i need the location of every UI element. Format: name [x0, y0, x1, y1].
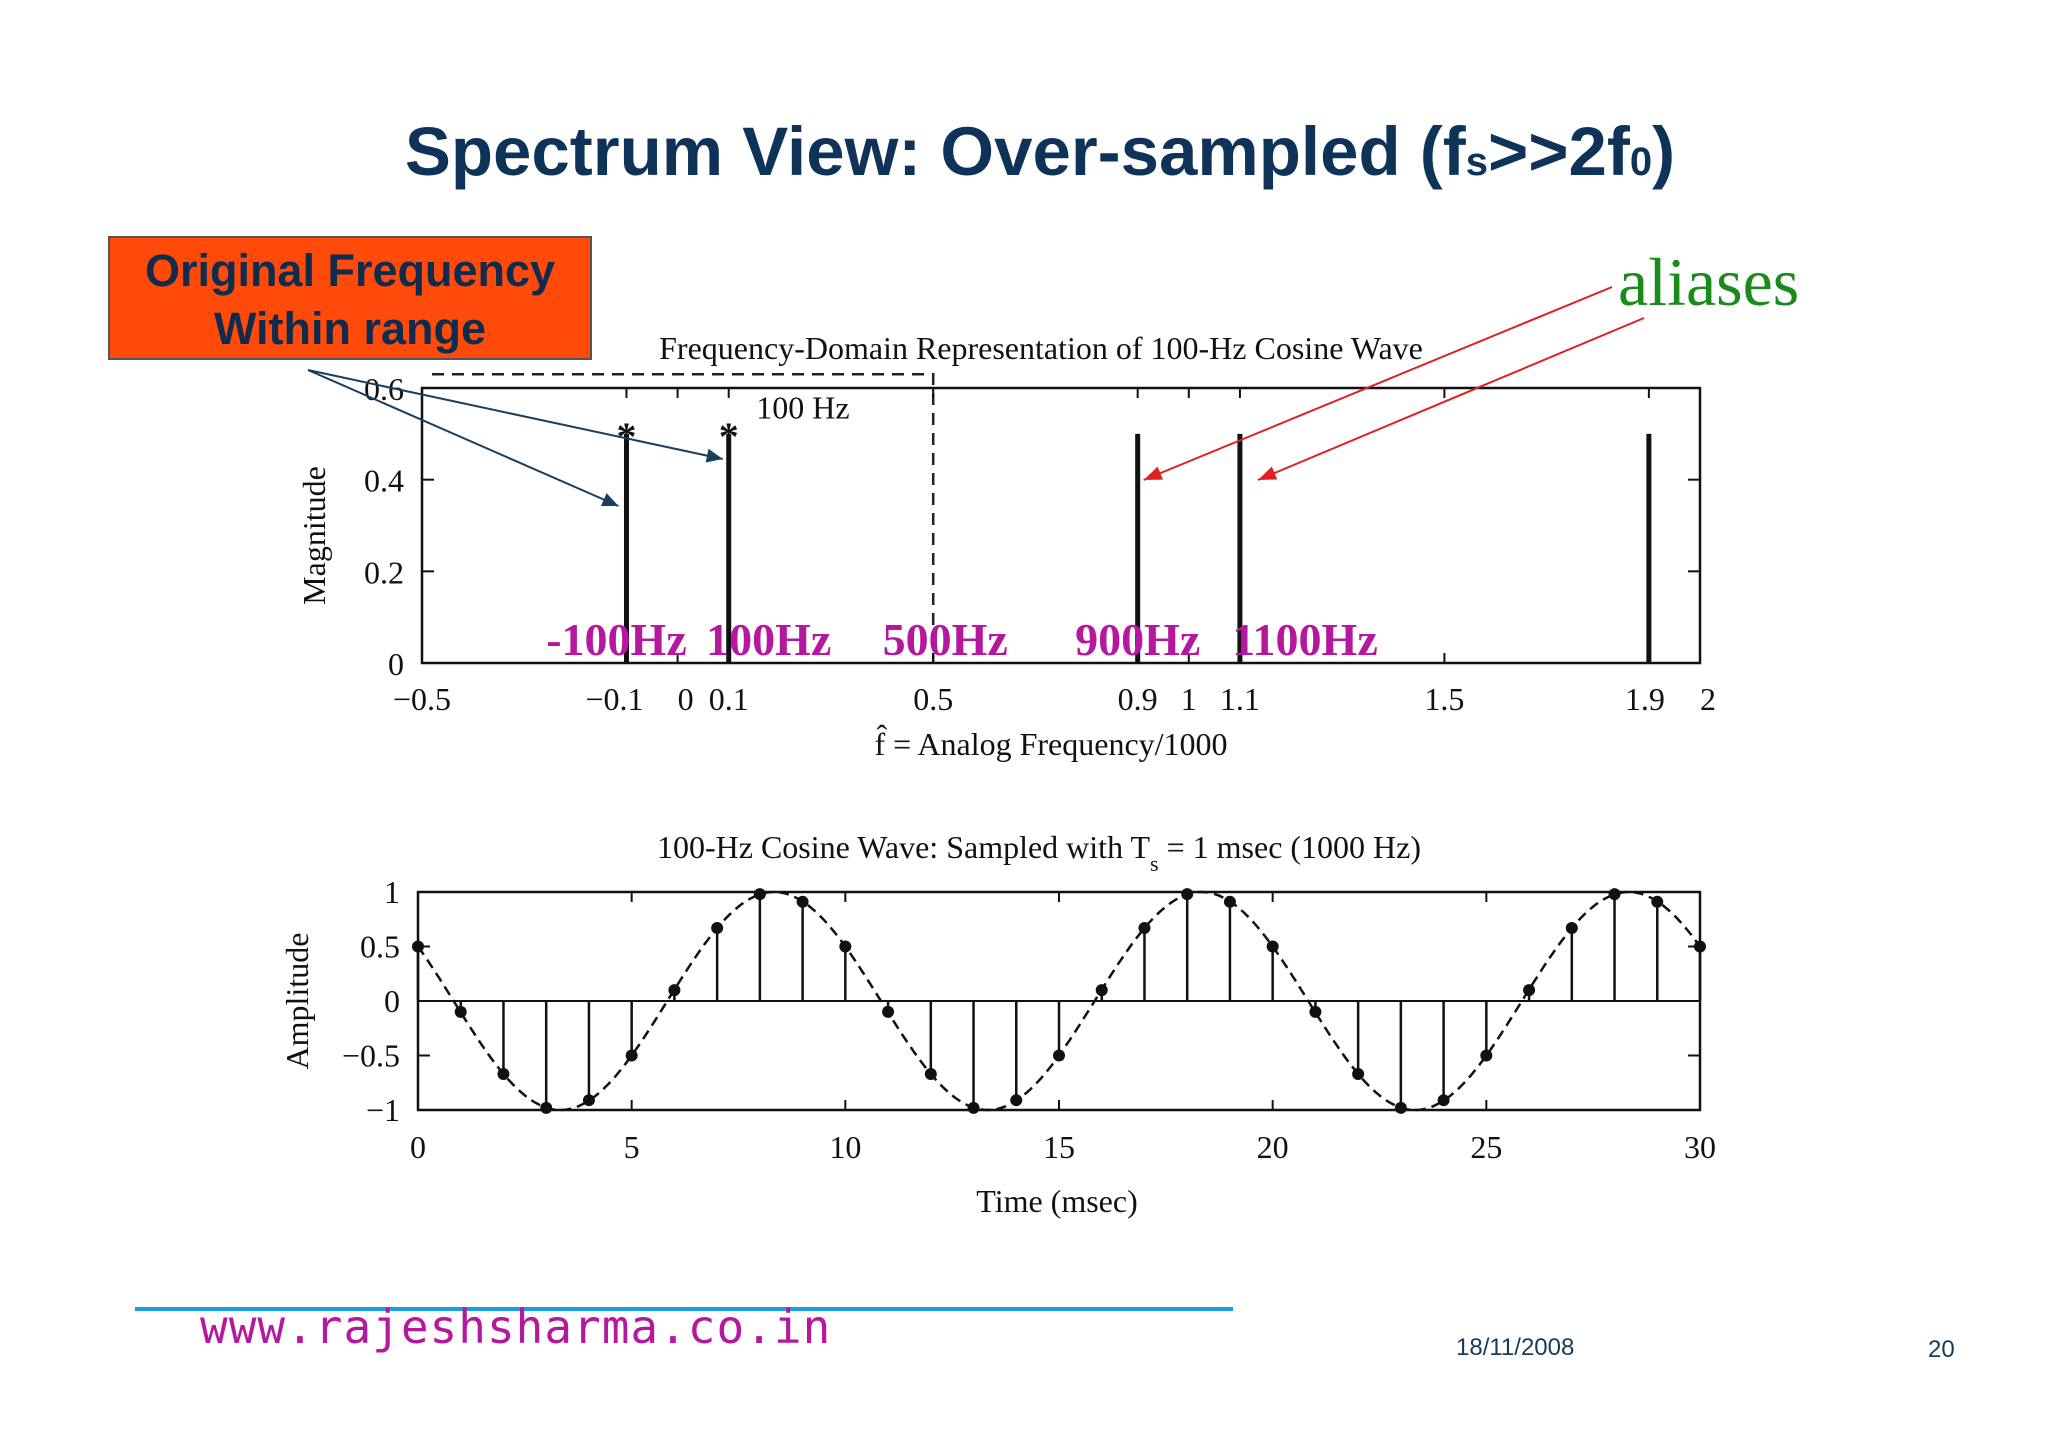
chart1-annotation: 100 Hz	[756, 390, 849, 426]
chart1-ytick-label: 0.2	[364, 554, 404, 590]
chart2-xtick-label: 10	[829, 1129, 861, 1165]
chart1-star-marker: *	[719, 414, 739, 459]
chart2-xtick-label: 30	[1684, 1129, 1716, 1165]
chart2-sample-point	[1352, 1068, 1365, 1081]
chart2-ytick-label: −1	[366, 1092, 400, 1128]
chart1-xtick-label: −0.1	[585, 681, 643, 717]
chart2-xlabel: Time (msec)	[976, 1183, 1137, 1219]
chart2-ylabel: Amplitude	[279, 933, 315, 1070]
footer-date: 18/11/2008	[1456, 1334, 1575, 1361]
chart1-xtick-label: 1.9	[1625, 681, 1665, 717]
chart2-sample-point	[924, 1068, 937, 1081]
chart2-xtick-label: 0	[410, 1129, 426, 1165]
chart1-xlabel: f̂ = Analog Frequency/1000	[874, 725, 1227, 762]
chart2-ytick-label: 0.5	[360, 929, 400, 965]
chart2-sample-point	[1651, 895, 1664, 908]
callout-arrow-1	[307, 369, 619, 507]
chart2-title: 100-Hz Cosine Wave: Sampled with Ts = 1 …	[657, 829, 1421, 876]
chart2-sample-point	[540, 1101, 553, 1114]
chart2-sample-point	[1608, 888, 1621, 901]
chart1-xtick-label: 0.5	[913, 681, 953, 717]
alias-arrow-1-head	[1143, 466, 1163, 480]
chart1-xtick-label: 2	[1700, 681, 1716, 717]
chart1-xtick-label: 0.1	[709, 681, 749, 717]
chart2-sample-point	[796, 895, 809, 908]
alias-arrow-2-head	[1257, 466, 1278, 480]
chart1-ylabel: Magnitude	[296, 466, 332, 605]
chart1-freq-label: 900Hz	[1075, 614, 1200, 665]
chart1-star-marker: *	[616, 414, 636, 459]
chart2-sample-point	[1309, 1005, 1322, 1018]
aliases-label: aliases	[1618, 244, 1800, 320]
chart2-sample-point	[1053, 1049, 1065, 1062]
chart2-xtick-label: 5	[624, 1129, 640, 1165]
chart1-xtick-label: 1	[1181, 681, 1197, 717]
chart2-sample-point	[1223, 895, 1236, 908]
callout-arrow-2	[307, 369, 723, 460]
chart2-ytick-label: −0.5	[342, 1038, 400, 1074]
chart2-sample-point	[882, 1005, 895, 1018]
chart2-xtick-label: 15	[1043, 1129, 1075, 1165]
chart2-sample-point	[497, 1068, 510, 1081]
chart2-sample-point	[1565, 921, 1578, 934]
chart2-sample-point	[753, 888, 766, 901]
slide-title: Spectrum View: Over-sampled (fs>>2f0)	[404, 113, 1676, 190]
chart1-xtick-label: 1.1	[1220, 681, 1260, 717]
chart2-sample-point	[1480, 1049, 1493, 1062]
chart2-sample-point	[1437, 1094, 1450, 1107]
chart2-sample-point	[1181, 888, 1194, 901]
chart1-xtick-label: −0.5	[393, 681, 451, 717]
footer-url[interactable]: www.rajeshsharma.co.in	[200, 1300, 832, 1354]
chart2-sample-point	[1266, 940, 1279, 953]
chart2-sample-point	[454, 1005, 467, 1018]
chart1-freq-label: 500Hz	[883, 614, 1008, 665]
chart2-sample-point	[1010, 1094, 1023, 1107]
page-number: 20	[1928, 1336, 1955, 1363]
chart2-sample-point	[412, 940, 424, 953]
chart2-sample-point	[1138, 921, 1151, 934]
chart1-freq-label: -100Hz	[546, 614, 687, 665]
chart2-sample-point	[1095, 984, 1108, 997]
chart1-xtick-label: 1.5	[1424, 681, 1464, 717]
chart2-ytick-label: 1	[384, 874, 400, 910]
chart2-sample-point	[668, 984, 681, 997]
alias-arrow-2	[1257, 317, 1645, 481]
chart2-sample-point	[967, 1101, 980, 1114]
callout-line-2: Within range	[213, 303, 487, 354]
chart2-xtick-label: 25	[1470, 1129, 1502, 1165]
callout-arrow-1-head	[601, 493, 619, 506]
chart1-freq-label: 100Hz	[706, 614, 831, 665]
chart1-ytick-label: 0.4	[364, 463, 404, 499]
footer-line	[135, 1307, 1233, 1311]
chart1-xtick-label: 0	[678, 681, 694, 717]
chart1-freq-label: 1100Hz	[1232, 614, 1378, 665]
alias-arrow-1	[1143, 286, 1613, 481]
chart2-ytick-label: 0	[384, 983, 400, 1019]
chart1-frame	[420, 386, 1702, 665]
chart2-sample-point	[1394, 1101, 1407, 1114]
chart1-xtick-label: 0.9	[1118, 681, 1158, 717]
chart1-title: Frequency-Domain Representation of 100-H…	[659, 330, 1423, 366]
original-frequency-callout: Original Frequency Within range	[108, 236, 592, 360]
chart2-sample-point	[1694, 940, 1706, 953]
chart2-sample-point	[625, 1049, 638, 1062]
chart1-dashed-box	[432, 373, 935, 663]
chart2-sample-point	[582, 1094, 595, 1107]
callout-line-1: Original Frequency	[144, 245, 556, 296]
chart2-sample-point	[839, 940, 852, 953]
chart2-sample-point	[1523, 984, 1536, 997]
chart1-ytick-label: 0	[388, 646, 404, 682]
callout-arrow-2-head	[705, 448, 723, 463]
chart2-sample-point	[711, 921, 724, 934]
chart2-xtick-label: 20	[1257, 1129, 1289, 1165]
